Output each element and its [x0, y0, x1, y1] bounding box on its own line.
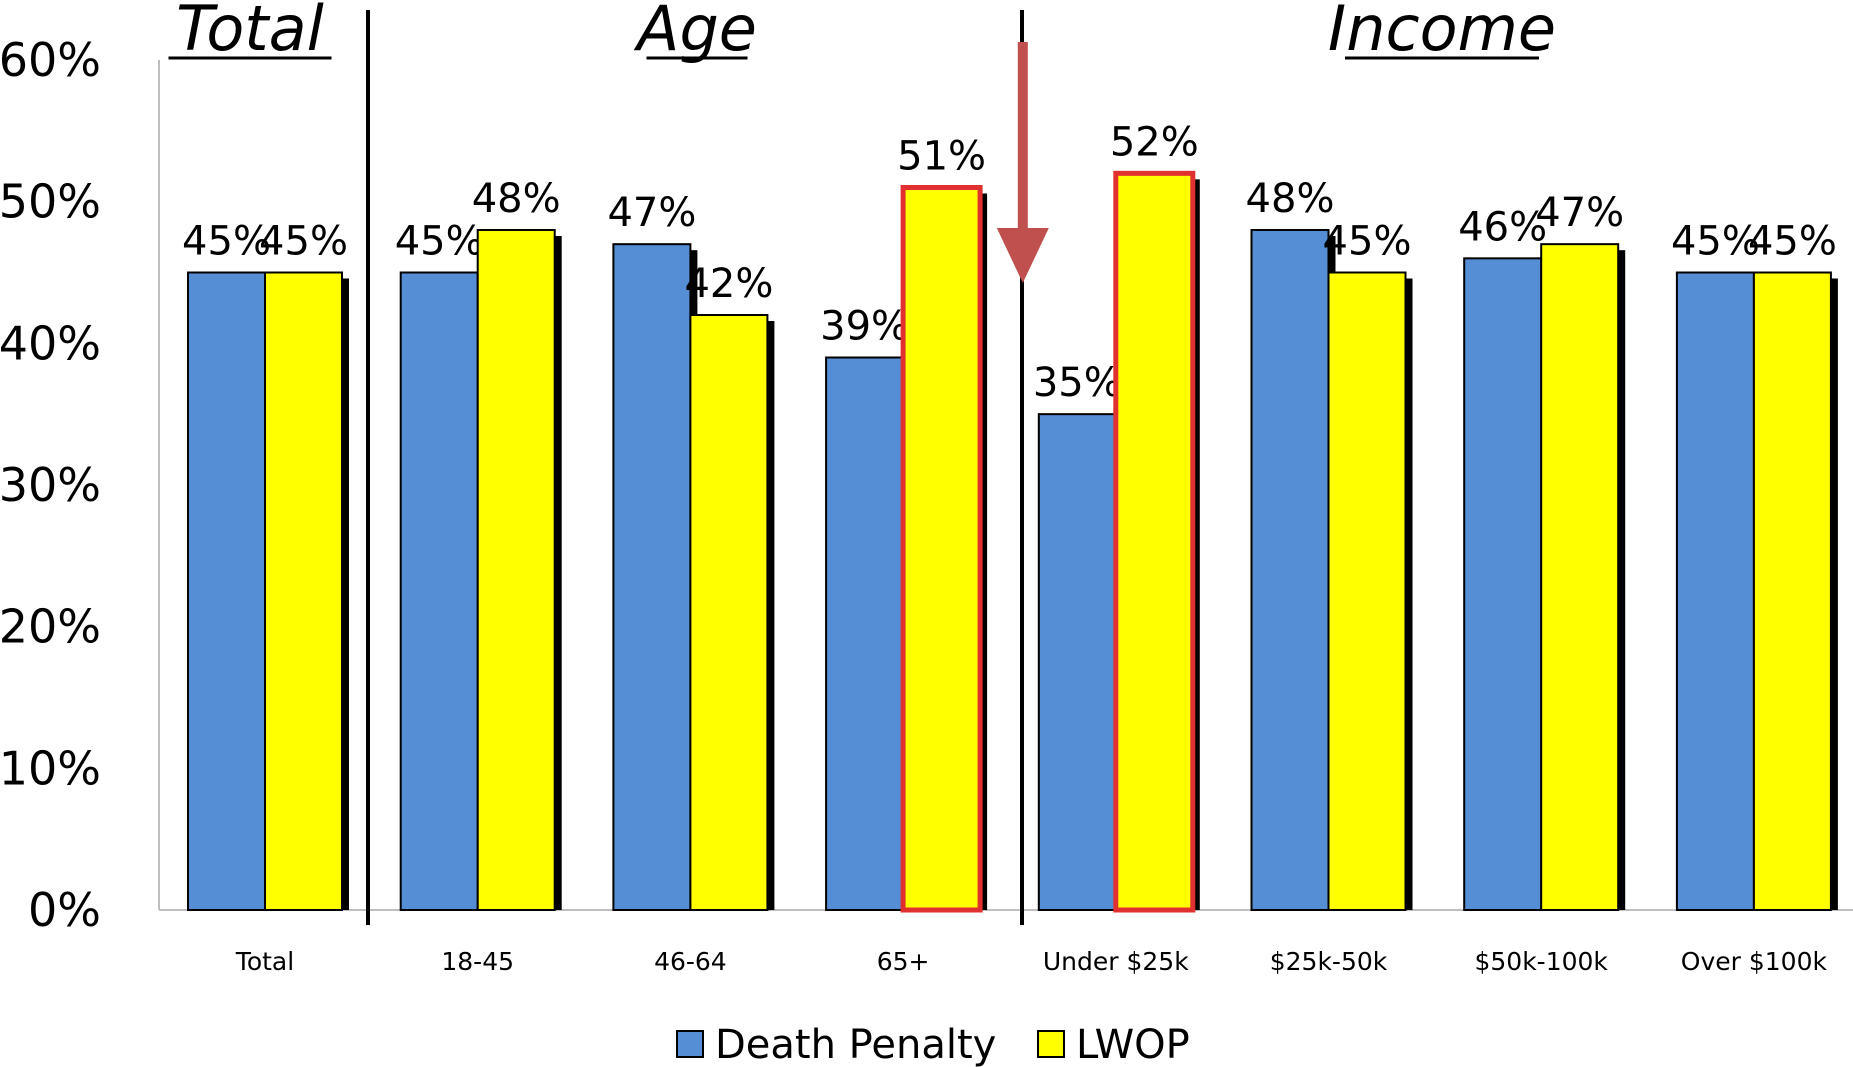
legend-label: LWOP — [1076, 1022, 1190, 1067]
group-title: Income — [1328, 0, 1556, 65]
bar-death-penalty — [825, 356, 905, 911]
bar-lwop — [476, 229, 556, 911]
data-label: 46% — [1458, 204, 1547, 250]
y-tick-label: 0% — [28, 883, 101, 937]
x-tick-label: 46-64 — [654, 947, 727, 976]
data-label: 47% — [1535, 190, 1624, 236]
data-label: 47% — [607, 190, 696, 236]
bar-death-penalty — [399, 271, 479, 911]
bar-lwop — [1113, 170, 1196, 913]
y-tick-label: 10% — [0, 741, 101, 795]
data-label: 39% — [820, 304, 909, 350]
data-label: 45% — [1748, 219, 1837, 265]
x-tick-label: Total — [235, 947, 294, 976]
data-label: 45% — [1671, 219, 1760, 265]
data-label: 42% — [684, 261, 773, 307]
y-tick-label: 20% — [0, 600, 101, 654]
bar-lwop — [264, 271, 343, 911]
data-label: 45% — [395, 219, 484, 265]
bar-death-penalty — [1675, 271, 1755, 911]
data-label: 45% — [182, 219, 271, 265]
bar-lwop — [1327, 271, 1407, 911]
highlight-arrow-head — [996, 228, 1049, 283]
group-title: Total — [176, 0, 324, 65]
data-label: 45% — [259, 219, 348, 265]
x-tick-label: Over $100k — [1681, 947, 1828, 976]
data-label: 52% — [1110, 119, 1199, 165]
bar-lwop — [900, 185, 983, 913]
x-tick-label: $50k-100k — [1474, 947, 1608, 976]
bar-lwop — [1752, 271, 1832, 911]
y-tick-label: 60% — [0, 33, 101, 87]
y-tick-label: 50% — [0, 175, 101, 229]
bar-death-penalty — [612, 243, 692, 911]
bar-lwop — [689, 314, 769, 911]
x-tick-label: 65+ — [877, 947, 930, 976]
data-label: 48% — [472, 176, 561, 222]
x-tick-label: Under $25k — [1043, 947, 1189, 976]
group-title: Age — [633, 0, 757, 65]
data-label: 35% — [1033, 360, 1122, 406]
legend-swatch — [1037, 1030, 1065, 1058]
data-label: 45% — [1323, 219, 1412, 265]
bar-death-penalty — [1463, 257, 1543, 912]
x-tick-label: 18-45 — [441, 947, 514, 976]
bar-death-penalty — [1250, 229, 1330, 911]
bar-death-penalty — [187, 271, 266, 911]
legend-swatch — [676, 1030, 704, 1058]
x-tick-label: $25k-50k — [1270, 947, 1388, 976]
data-label: 51% — [897, 134, 986, 180]
data-label: 48% — [1246, 176, 1335, 222]
y-tick-label: 40% — [0, 316, 101, 370]
bar-death-penalty — [1037, 413, 1117, 911]
bar-lwop — [1540, 243, 1620, 911]
y-tick-label: 30% — [0, 458, 101, 512]
legend-label: Death Penalty — [715, 1022, 996, 1067]
